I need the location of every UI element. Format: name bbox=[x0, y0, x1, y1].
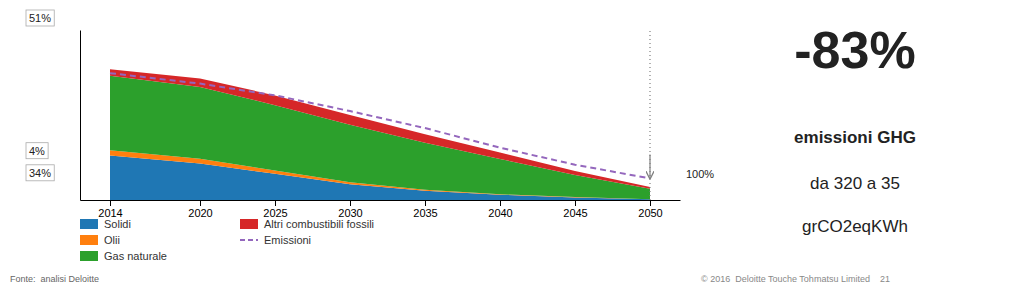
x-tick-mark bbox=[425, 200, 426, 206]
legend-item: Solidi bbox=[80, 218, 131, 230]
annotation: emissioni GHG bbox=[794, 128, 916, 147]
y-axis-line bbox=[80, 31, 81, 201]
x-tick-label: 2035 bbox=[413, 207, 437, 219]
arrow bbox=[649, 154, 650, 178]
x-tick-label: 2050 bbox=[638, 207, 662, 219]
annotation: 51% bbox=[29, 12, 51, 24]
annotation-group: -83% bbox=[794, 21, 915, 79]
legend-label: Solidi bbox=[104, 218, 131, 230]
x-tick-mark bbox=[350, 200, 351, 206]
x-tick-mark bbox=[575, 200, 576, 206]
annotation: -83% bbox=[794, 21, 915, 79]
x-tick-mark bbox=[275, 200, 276, 206]
annotation: Fonte: analisi Deloitte bbox=[10, 274, 99, 284]
x-tick-label: 2025 bbox=[263, 207, 287, 219]
chart: 2014 2020 2025 2030 2035 2040 2045 2050 51% 4% 34%… bbox=[0, 0, 1024, 288]
annotation-group: 4% bbox=[26, 143, 48, 159]
legend-label: Emissioni bbox=[264, 234, 311, 246]
line-emissioni bbox=[110, 73, 650, 178]
annotation: © 2016 Deloitte Touche Tohmatsu Limited … bbox=[701, 274, 890, 284]
reference-line bbox=[649, 30, 650, 200]
x-tick-label: 2020 bbox=[188, 207, 212, 219]
annotation-box bbox=[26, 10, 54, 26]
x-tick: 2050 bbox=[638, 200, 662, 219]
x-tick-mark bbox=[110, 200, 111, 206]
x-tick-label: 2014 bbox=[98, 207, 122, 219]
annotation: 34% bbox=[29, 167, 51, 179]
legend-item: Olii bbox=[80, 234, 120, 246]
legend-swatch bbox=[80, 219, 98, 229]
y-axis bbox=[80, 31, 81, 201]
x-tick-label: 2045 bbox=[563, 207, 587, 219]
area-gas-naturale bbox=[110, 76, 650, 199]
annotation-group: 51% bbox=[26, 10, 54, 26]
x-tick-mark bbox=[650, 200, 651, 206]
x-tick-mark bbox=[500, 200, 501, 206]
annotation-group: grCO2eqKWh bbox=[802, 217, 908, 236]
legend-item: Emissioni bbox=[240, 234, 311, 246]
x-axis-line bbox=[81, 200, 681, 201]
legend-label: Altri combustibili fossili bbox=[264, 218, 374, 230]
annotation: 4% bbox=[29, 145, 45, 157]
x-axis: 2014 2020 2025 2030 2035 2040 2045 2050 bbox=[81, 200, 681, 219]
x-tick: 2035 bbox=[413, 200, 437, 219]
annotation-group: © 2016 Deloitte Touche Tohmatsu Limited … bbox=[701, 274, 890, 284]
x-tick: 2040 bbox=[488, 200, 512, 219]
x-tick: 2025 bbox=[263, 200, 287, 219]
annotation-group: emissioni GHG bbox=[794, 128, 916, 147]
legend-swatch bbox=[80, 235, 98, 245]
legend-swatch bbox=[240, 239, 258, 241]
annotation-group: Fonte: analisi Deloitte bbox=[10, 274, 99, 284]
legend-label: Gas naturale bbox=[104, 250, 167, 262]
x-tick: 2020 bbox=[188, 200, 212, 219]
plot-area bbox=[110, 30, 650, 200]
annotation: grCO2eqKWh bbox=[802, 217, 908, 236]
legend: Solidi Olii Gas naturale Altri combustibili… bbox=[80, 218, 374, 262]
annotation: da 320 a 35 bbox=[810, 174, 900, 193]
annotations: 51% 4% 34% 100% -83% emissioni GHG da 320 a 35… bbox=[10, 10, 916, 284]
x-tick: 2030 bbox=[338, 200, 362, 219]
annotation-group: da 320 a 35 bbox=[810, 174, 900, 193]
annotation-box bbox=[26, 143, 48, 159]
annotation-box bbox=[26, 165, 54, 181]
x-tick: 2014 bbox=[98, 200, 122, 219]
legend-item: Altri combustibili fossili bbox=[240, 218, 374, 230]
legend-item: Gas naturale bbox=[80, 250, 167, 262]
annotation-group: 100% bbox=[686, 168, 714, 180]
x-tick: 2045 bbox=[563, 200, 587, 219]
legend-swatch bbox=[80, 251, 98, 261]
annotation-group: 34% bbox=[26, 165, 54, 181]
x-tick-label: 2040 bbox=[488, 207, 512, 219]
area-altri-combustibili-fossili bbox=[110, 69, 650, 189]
legend-label: Olii bbox=[104, 234, 120, 246]
x-tick-mark bbox=[200, 200, 201, 206]
annotation: 100% bbox=[686, 168, 714, 180]
legend-swatch bbox=[240, 219, 258, 229]
x-tick-label: 2030 bbox=[338, 207, 362, 219]
